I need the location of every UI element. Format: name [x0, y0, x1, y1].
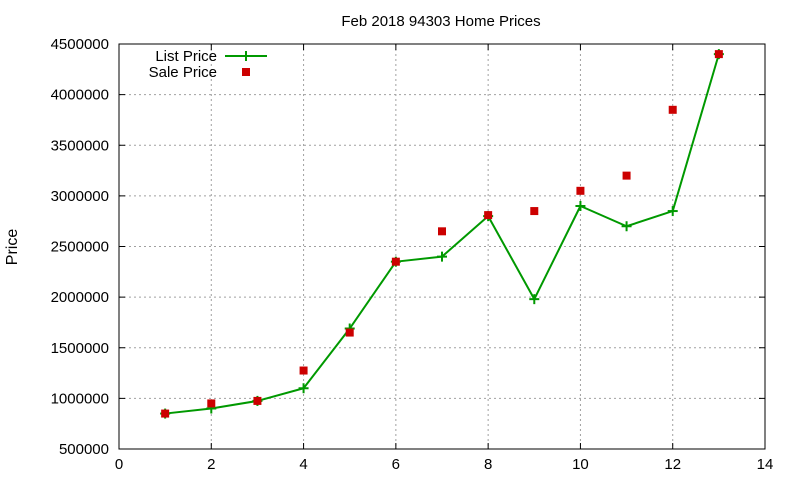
- y-tick-label: 500000: [59, 441, 109, 458]
- sale-price-point: [345, 328, 354, 337]
- axis-ticks: 0 2 4 6 8 10 12 14 500000 1000000 1500000 2000000 25…: [51, 36, 774, 473]
- list-price-point: [621, 221, 632, 232]
- legend-marker-sale-price: [242, 68, 250, 76]
- sale-price-point: [253, 396, 262, 405]
- legend-label-sale-price: Sale Price: [149, 64, 217, 81]
- x-tick-label: 10: [572, 456, 589, 473]
- sale-price-point: [484, 211, 493, 220]
- y-tick-label: 3500000: [51, 137, 109, 154]
- y-tick-label: 4000000: [51, 87, 109, 104]
- list-price-point: [298, 383, 309, 394]
- x-tick-label: 12: [664, 456, 681, 473]
- sale-price-point: [207, 399, 216, 408]
- x-tick-label: 14: [757, 456, 774, 473]
- x-tick-label: 4: [299, 456, 307, 473]
- y-tick-label: 3000000: [51, 188, 109, 205]
- sale-price-point: [530, 207, 539, 216]
- list-price-point: [575, 201, 586, 211]
- legend-label-list-price: List Price: [155, 48, 217, 65]
- y-axis-label: Price: [4, 229, 21, 266]
- x-tick-label: 8: [484, 456, 492, 473]
- y-tick-label: 1500000: [51, 340, 109, 357]
- list-price-point: [667, 206, 678, 217]
- x-tick-label: 6: [392, 456, 400, 473]
- y-tick-label: 2000000: [51, 289, 109, 306]
- series: [160, 49, 724, 419]
- y-tick-label: 2500000: [51, 239, 109, 256]
- sale-price-point: [714, 50, 723, 59]
- grid: [119, 44, 765, 449]
- sale-price-point: [576, 186, 585, 195]
- legend: List Price Sale Price: [149, 48, 267, 81]
- sale-price-point: [391, 257, 400, 266]
- x-tick-label: 0: [115, 456, 123, 473]
- list-price-point: [529, 294, 540, 305]
- sale-price-point: [299, 366, 308, 375]
- list-price-point: [437, 251, 447, 262]
- legend-marker-list-price: [241, 51, 251, 61]
- sale-price-point: [438, 227, 446, 236]
- sale-price-point: [161, 409, 170, 418]
- x-tick-label: 2: [207, 456, 215, 473]
- sale-price-point: [622, 171, 631, 180]
- plot-frame: [118, 43, 766, 450]
- chart-title: Feb 2018 94303 Home Prices: [341, 13, 540, 30]
- y-tick-label: 4500000: [51, 36, 109, 53]
- sale-price-point: [668, 105, 677, 114]
- y-tick-label: 1000000: [51, 390, 109, 407]
